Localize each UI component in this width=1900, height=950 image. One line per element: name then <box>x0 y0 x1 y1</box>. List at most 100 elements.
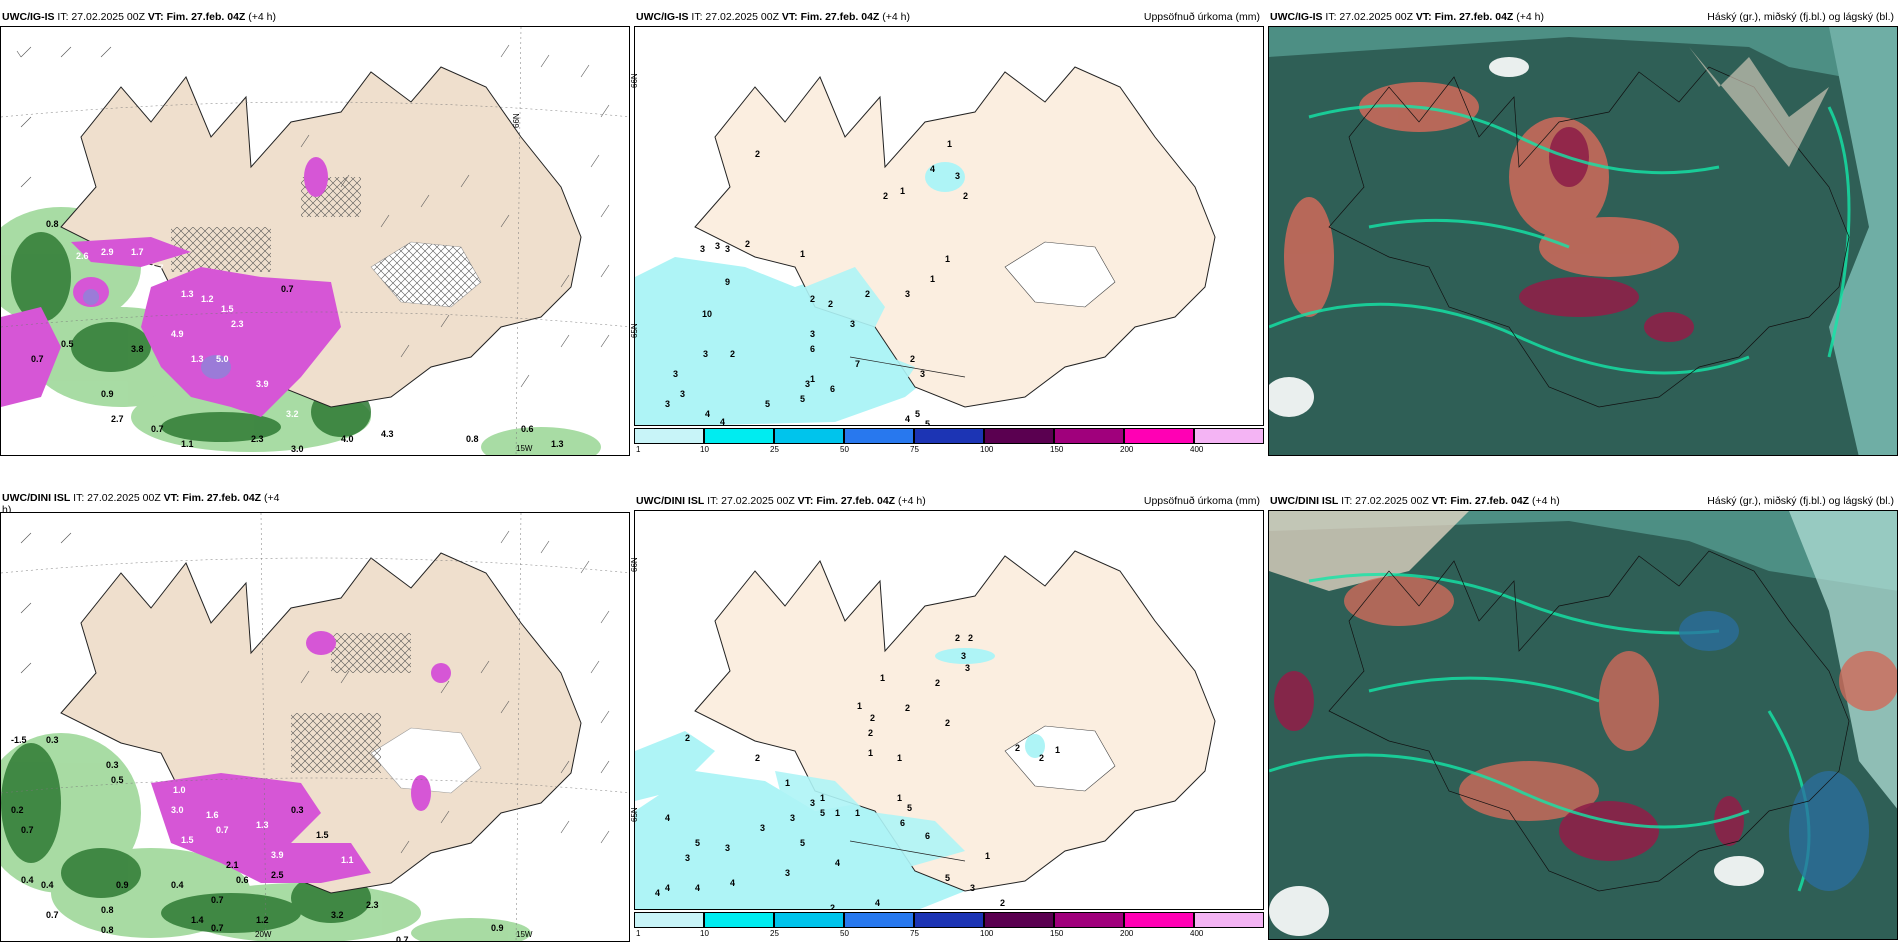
panel-header: UWC/DINI ISL IT: 27.02.2025 00Z VT: Fim.… <box>2 492 282 520</box>
svg-text:4: 4 <box>930 164 935 174</box>
colorbar-swatch <box>1194 428 1264 444</box>
colorbar-swatch <box>914 912 984 928</box>
svg-text:0.9: 0.9 <box>101 389 114 399</box>
svg-text:10: 10 <box>702 309 712 319</box>
svg-text:9: 9 <box>725 277 730 287</box>
svg-text:1.3: 1.3 <box>256 820 269 830</box>
svg-text:1: 1 <box>897 753 902 763</box>
svg-text:5: 5 <box>800 838 805 848</box>
svg-text:2: 2 <box>955 633 960 643</box>
valid-time: VT: Fim. 27.feb. 04Z <box>1431 495 1530 507</box>
svg-text:2: 2 <box>905 703 910 713</box>
svg-text:0.8: 0.8 <box>466 434 479 444</box>
colorbar-swatch <box>704 912 774 928</box>
svg-text:2.9: 2.9 <box>101 247 114 257</box>
svg-text:1: 1 <box>900 186 905 196</box>
svg-text:6: 6 <box>830 384 835 394</box>
svg-text:3: 3 <box>970 883 975 893</box>
svg-text:2: 2 <box>1000 898 1005 908</box>
colorbar-swatch <box>1054 428 1124 444</box>
valid-time: VT: Fim. 27.feb. 04Z <box>781 11 880 23</box>
svg-text:1: 1 <box>868 748 873 758</box>
svg-text:2: 2 <box>810 294 815 304</box>
svg-text:1: 1 <box>857 701 862 711</box>
svg-text:3: 3 <box>665 399 670 409</box>
map-area: -1.5 0.3 0.3 0.5 0.2 0.7 0.4 1.0 3.0 1.6 1.5 0.7 1.3… <box>0 512 630 942</box>
svg-text:5: 5 <box>800 394 805 404</box>
svg-text:5: 5 <box>915 409 920 419</box>
colorbar-swatch <box>634 912 704 928</box>
svg-text:5: 5 <box>765 399 770 409</box>
colorbar-label: 10 <box>700 445 709 454</box>
latitude-label: 65N <box>630 807 639 822</box>
colorbar-label: 50 <box>840 929 849 938</box>
svg-text:1: 1 <box>820 793 825 803</box>
svg-text:7: 7 <box>855 359 860 369</box>
svg-text:3: 3 <box>905 289 910 299</box>
svg-text:3: 3 <box>810 329 815 339</box>
colorbar-label: 200 <box>1120 445 1134 454</box>
colorbar-swatch <box>844 912 914 928</box>
panel-precip-dini: UWC/DINI ISL IT: 27.02.2025 00Z VT: Fim.… <box>630 492 1264 942</box>
colorbar-swatch <box>634 428 704 444</box>
colorbar-swatch <box>774 428 844 444</box>
colorbar-swatch <box>774 912 844 928</box>
svg-text:4.0: 4.0 <box>341 434 354 444</box>
svg-text:0.3: 0.3 <box>106 760 119 770</box>
svg-text:0.6: 0.6 <box>521 424 534 434</box>
svg-text:4: 4 <box>720 417 725 426</box>
svg-text:2: 2 <box>968 633 973 643</box>
lead-time: (+4 <box>261 492 280 504</box>
svg-text:1: 1 <box>985 851 990 861</box>
lead-time: (+4 h) <box>245 11 276 23</box>
latitude-label: 65N <box>630 323 639 338</box>
init-time: IT: 27.02.2025 00Z <box>54 11 148 23</box>
svg-text:5.0: 5.0 <box>216 354 229 364</box>
svg-text:2.1: 2.1 <box>226 860 239 870</box>
svg-text:4: 4 <box>665 883 670 893</box>
valid-time: VT: Fim. 27.feb. 04Z <box>163 492 262 504</box>
svg-text:0.7: 0.7 <box>281 284 294 294</box>
svg-text:1: 1 <box>785 778 790 788</box>
svg-text:2: 2 <box>730 349 735 359</box>
svg-text:4: 4 <box>875 898 880 908</box>
svg-text:3: 3 <box>703 349 708 359</box>
svg-text:4: 4 <box>655 888 660 898</box>
panel-header: UWC/IG-IS IT: 27.02.2025 00Z VT: Fim. 27… <box>1270 10 1896 26</box>
svg-text:1: 1 <box>945 254 950 264</box>
svg-text:0.9: 0.9 <box>116 880 129 890</box>
svg-text:4: 4 <box>835 858 840 868</box>
svg-text:3: 3 <box>920 369 925 379</box>
svg-text:1.5: 1.5 <box>221 304 234 314</box>
svg-text:3: 3 <box>961 651 966 661</box>
svg-text:1.2: 1.2 <box>256 915 269 925</box>
svg-text:0.7: 0.7 <box>216 825 229 835</box>
latitude-label: 66N <box>630 73 639 88</box>
latitude-label: 66N <box>512 113 521 128</box>
svg-text:1.3: 1.3 <box>181 289 194 299</box>
svg-text:3: 3 <box>685 853 690 863</box>
colorbar: 1 10 25 50 75 100 150 200 400 <box>634 912 1264 942</box>
svg-text:0.8: 0.8 <box>101 905 114 915</box>
colorbar-swatch <box>1124 912 1194 928</box>
svg-text:5: 5 <box>695 838 700 848</box>
valid-time: VT: Fim. 27.feb. 04Z <box>797 495 896 507</box>
panel-temp-wind-ig-is: UWC/IG-IS IT: 27.02.2025 00Z VT: Fim. 27… <box>0 8 630 456</box>
svg-text:1.7: 1.7 <box>131 247 144 257</box>
colorbar-label: 25 <box>770 929 779 938</box>
svg-text:2.3: 2.3 <box>231 319 244 329</box>
panel-field-title: Háský (gr.), miðský (fj.bl.) og lágský (… <box>1707 495 1894 507</box>
valid-time: VT: Fim. 27.feb. 04Z <box>147 11 246 23</box>
svg-text:0.7: 0.7 <box>21 825 34 835</box>
svg-text:0.4: 0.4 <box>171 880 184 890</box>
colorbar-swatch <box>914 428 984 444</box>
init-time: IT: 27.02.2025 00Z <box>688 11 782 23</box>
map-area <box>1268 26 1898 456</box>
svg-text:3: 3 <box>805 379 810 389</box>
init-time: IT: 27.02.2025 00Z <box>70 492 164 504</box>
svg-text:3: 3 <box>725 843 730 853</box>
latitude-label: 66N <box>630 557 639 572</box>
svg-text:2: 2 <box>865 289 870 299</box>
panel-temp-wind-dini: UWC/DINI ISL IT: 27.02.2025 00Z VT: Fim.… <box>0 490 630 942</box>
colorbar-swatch <box>704 428 774 444</box>
